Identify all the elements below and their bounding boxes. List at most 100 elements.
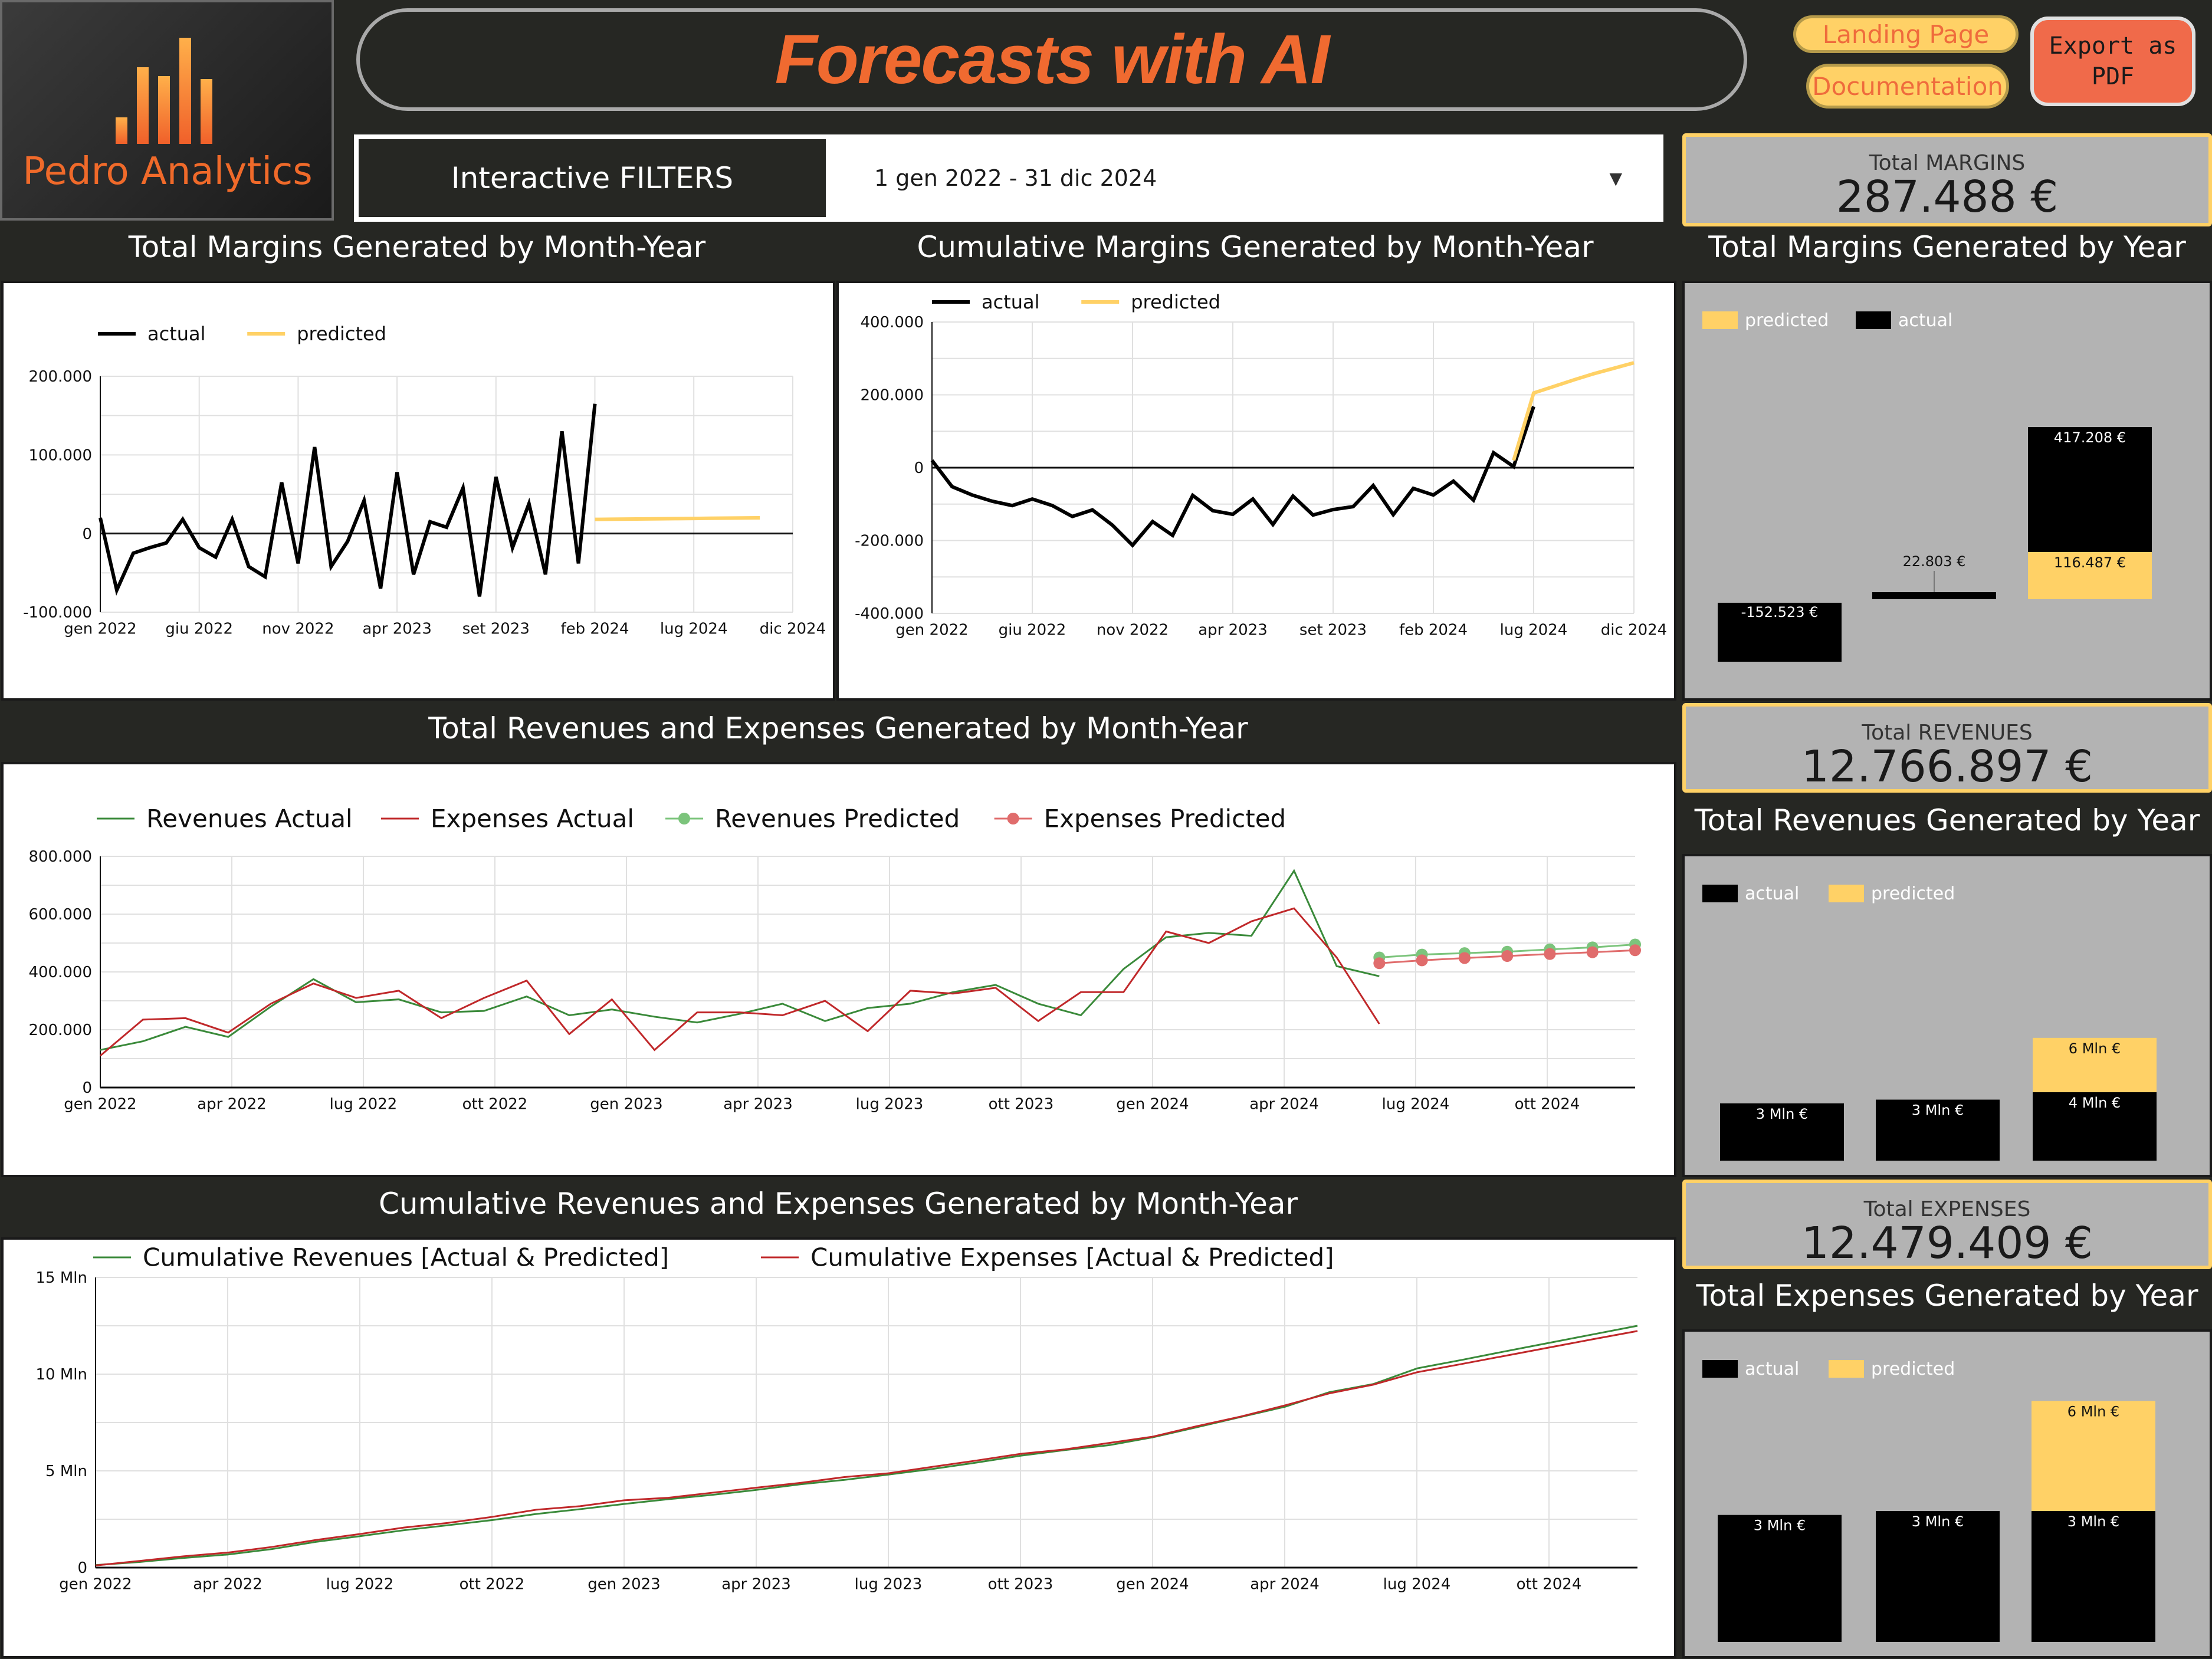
legend-label: Revenues Predicted (715, 804, 960, 833)
chart-revenues-year: actual predicted 3 Mln € 3 Mln € 4 Mln € 6 Ml… (1682, 854, 2212, 1177)
bar-label: 3 Mln € (1754, 1517, 1806, 1534)
landing-page-button[interactable]: Landing Page (1793, 15, 2019, 53)
x-tick-label: lug 2024 (660, 620, 728, 638)
filters-label: Interactive FILTERS (354, 134, 831, 222)
x-tick-label: lug 2023 (855, 1575, 923, 1593)
series-expenses-predicted-point (1629, 944, 1641, 957)
x-tick-label: set 2023 (1299, 621, 1367, 639)
chart-cum-margins-month: -400.000 -200.000 0 200.000 400.000 gen 2022 g… (836, 281, 1676, 701)
documentation-button[interactable]: Documentation (1806, 64, 2009, 109)
x-tick-label: gen 2022 (64, 620, 136, 638)
y-tick-label: 200.000 (860, 387, 924, 405)
title-margins-year: Total Margins Generated by Year (1708, 230, 2186, 264)
series-expenses-predicted-point (1416, 954, 1428, 967)
x-tick-label: lug 2022 (326, 1575, 394, 1593)
kpi-label: Total REVENUES (1862, 721, 2033, 745)
y-tick-label: -400.000 (855, 605, 924, 623)
bar-predicted (2033, 1037, 2157, 1092)
y-tick-label: -200.000 (855, 533, 924, 550)
kpi-value: 12.766.897 € (1801, 741, 2093, 792)
bar-actual (2028, 427, 2152, 552)
chart-margins-month: -100.000 0 100.000 200.000 gen 2022 giu 2022 n… (1, 281, 835, 701)
x-tick-label: ott 2024 (1515, 1095, 1580, 1113)
series-cumulative-expenses (95, 1330, 1638, 1566)
x-tick-label: apr 2022 (193, 1575, 262, 1593)
y-tick-label: 800.000 (28, 848, 92, 866)
x-tick-label: set 2023 (462, 620, 530, 638)
legend-label: Revenues Actual (146, 804, 353, 833)
chart-expenses-year: actual predicted 3 Mln € 3 Mln € 3 Mln € 6 Ml… (1682, 1329, 2212, 1658)
bar-actual (1720, 1103, 1844, 1161)
legend-swatch (1856, 311, 1891, 329)
bar-label: 3 Mln € (2067, 1513, 2119, 1530)
bar-label: 6 Mln € (2069, 1040, 2121, 1057)
title-cum-margins-month: Cumulative Margins Generated by Month-Ye… (917, 230, 1594, 264)
y-tick-label: 400.000 (860, 314, 924, 331)
kpi-total-revenues: Total REVENUES 12.766.897 € (1682, 703, 2212, 793)
bar-actual (2033, 1092, 2157, 1161)
legend-label: actual (1898, 310, 1952, 331)
series-expenses-predicted-point (1458, 952, 1471, 964)
series-predicted (1512, 361, 1635, 461)
y-tick-label: 10 Mln (36, 1366, 87, 1384)
bar-label: 3 Mln € (1756, 1106, 1808, 1122)
export-pdf-button[interactable]: Export as PDF (2030, 17, 2195, 106)
bar-label: 116.487 € (2054, 554, 2126, 571)
kpi-total-margins: Total MARGINS 287.488 € (1682, 133, 2212, 226)
logo: Pedro Analytics (0, 0, 334, 221)
x-tick-label: lug 2022 (330, 1095, 398, 1113)
y-tick-label: 200.000 (28, 1021, 92, 1039)
legend-label: actual (1745, 883, 1799, 904)
legend-label: predicted (1871, 883, 1955, 904)
bar-label: 22.803 € (1903, 553, 1966, 570)
series-actual (930, 406, 1535, 548)
chart-rev-exp-month: 0 200.000 400.000 600.000 800.000 gen 2022 apr… (1, 762, 1676, 1177)
series-actual (99, 403, 597, 597)
legend-label: predicted (1131, 291, 1220, 313)
x-tick-label: apr 2023 (721, 1575, 791, 1593)
legend-label: Cumulative Revenues [Actual & Predicted] (143, 1243, 669, 1272)
y-tick-label: 100.000 (28, 446, 92, 464)
bar-actual (1876, 1511, 2000, 1642)
series-predicted (595, 516, 760, 521)
series-expenses-predicted-point (1544, 948, 1556, 960)
x-tick-label: apr 2023 (362, 620, 432, 638)
y-tick-label: 600.000 (28, 906, 92, 924)
chart-cum-rev-exp-month: 0 5 Mln 10 Mln 15 Mln gen 2022 apr 2022 lug 20… (1, 1237, 1676, 1658)
x-tick-label: apr 2022 (197, 1095, 267, 1113)
title-rev-exp-month: Total Revenues and Expenses Generated by… (428, 711, 1248, 745)
x-tick-label: feb 2024 (1399, 621, 1468, 639)
legend-label: actual (1745, 1359, 1799, 1379)
legend-swatch (1829, 1360, 1864, 1378)
x-tick-label: gen 2022 (895, 621, 968, 639)
x-tick-label: apr 2024 (1250, 1575, 1320, 1593)
caret-down-icon[interactable]: ▼ (1609, 169, 1622, 188)
bar-actual (2032, 1511, 2155, 1642)
bar-predicted (2028, 552, 2152, 599)
series-cumulative-revenues (95, 1325, 1638, 1566)
bar-label: 3 Mln € (1912, 1102, 1964, 1119)
series-expenses-predicted-point (1501, 950, 1514, 962)
y-tick-label: 200.000 (28, 368, 92, 386)
series-expenses-predicted-point (1586, 946, 1599, 958)
bar-label: 4 Mln € (2069, 1095, 2121, 1111)
x-tick-label: ott 2024 (1517, 1575, 1582, 1593)
x-tick-label: lug 2024 (1382, 1095, 1450, 1113)
bar-actual (1876, 1099, 2000, 1161)
kpi-label: Total EXPENSES (1863, 1197, 2031, 1221)
legend-swatch (1829, 885, 1864, 902)
legend-dot (678, 813, 690, 824)
x-tick-label: nov 2022 (262, 620, 334, 638)
title-expenses-year: Total Expenses Generated by Year (1696, 1279, 2198, 1313)
y-tick-label: 0 (82, 1079, 92, 1097)
x-tick-label: dic 2024 (760, 620, 826, 638)
x-tick-label: ott 2022 (460, 1575, 525, 1593)
y-tick-label: -100.000 (23, 604, 92, 622)
bar-predicted (2032, 1401, 2155, 1511)
x-tick-label: gen 2024 (1116, 1095, 1189, 1113)
chart-margins-year: predicted actual -152.523 € 22.803 € 417.208… (1682, 281, 2212, 701)
page-title: Forecasts with AI (774, 21, 1330, 98)
y-tick-label: 5 Mln (45, 1463, 87, 1480)
x-tick-label: ott 2022 (462, 1095, 528, 1113)
date-range-selector[interactable]: 1 gen 2022 - 31 dic 2024 ▼ (831, 134, 1663, 222)
